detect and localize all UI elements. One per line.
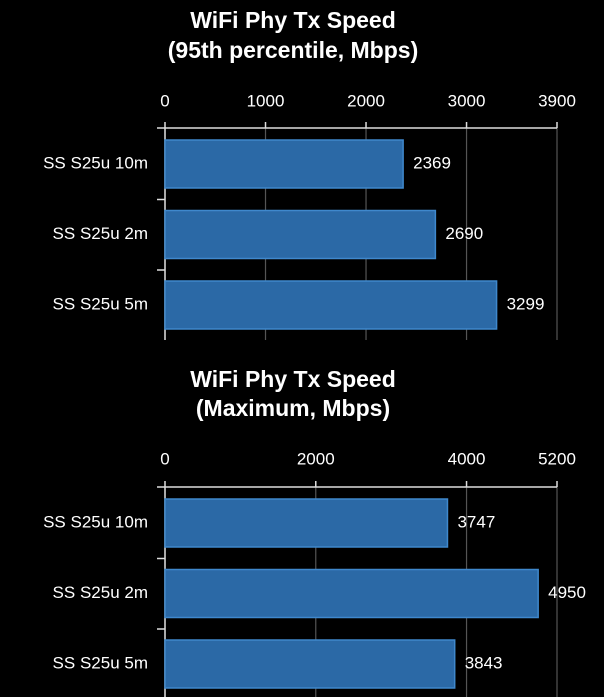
- value-label: 3747: [457, 512, 495, 531]
- x-tick-label: 0: [160, 91, 169, 110]
- bar: [164, 139, 404, 189]
- value-label: 2690: [445, 224, 483, 243]
- chart-title: WiFi Phy Tx Speed: [190, 366, 396, 392]
- chart-subtitle: (Maximum, Mbps): [196, 395, 390, 421]
- value-label: 4950: [548, 583, 586, 602]
- x-tick-label: 2000: [347, 91, 385, 110]
- x-tick-label: 5200: [538, 449, 576, 468]
- value-label: 3843: [465, 653, 503, 672]
- chart-subtitle: (95th percentile, Mbps): [168, 37, 418, 63]
- y-tick-label: SS S25u 5m: [53, 294, 148, 313]
- x-tick-label: 4000: [448, 449, 486, 468]
- chart-title: WiFi Phy Tx Speed: [190, 7, 396, 33]
- x-tick-label: 0: [160, 449, 169, 468]
- y-tick-label: SS S25u 2m: [53, 224, 148, 243]
- y-tick-label: SS S25u 2m: [53, 583, 148, 602]
- y-tick-label: SS S25u 5m: [53, 653, 148, 672]
- value-label: 3299: [507, 294, 545, 313]
- bar: [164, 568, 539, 619]
- y-tick-label: SS S25u 10m: [43, 512, 148, 531]
- value-label: 2369: [413, 153, 451, 172]
- bar: [164, 639, 456, 689]
- bar: [164, 209, 437, 260]
- x-tick-label: 1000: [247, 91, 285, 110]
- x-tick-label: 3000: [448, 91, 486, 110]
- bar: [164, 498, 449, 548]
- bar: [164, 280, 498, 330]
- x-tick-label: 3900: [538, 91, 576, 110]
- y-tick-label: SS S25u 10m: [43, 153, 148, 172]
- x-tick-label: 2000: [297, 449, 335, 468]
